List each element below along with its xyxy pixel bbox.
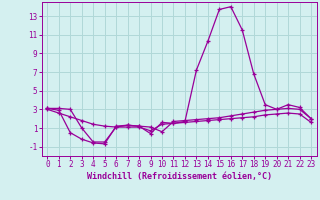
X-axis label: Windchill (Refroidissement éolien,°C): Windchill (Refroidissement éolien,°C) (87, 172, 272, 181)
